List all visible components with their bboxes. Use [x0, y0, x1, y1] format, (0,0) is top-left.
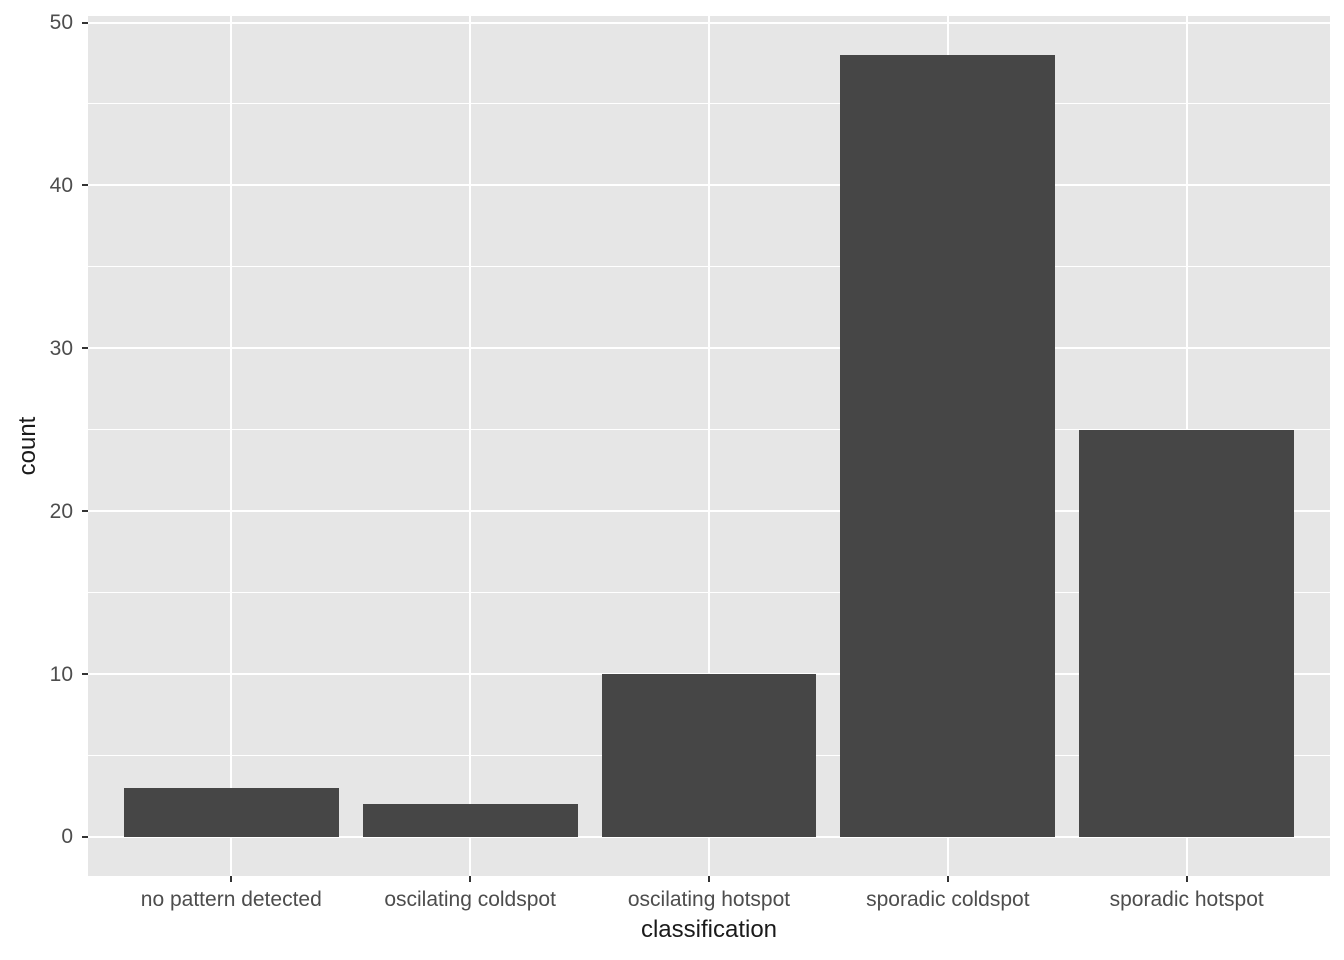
- bar-oscilating-coldspot: [362, 804, 578, 837]
- bar-sporadic-coldspot: [840, 55, 1056, 837]
- bar-oscilating-hotspot: [601, 674, 817, 837]
- y-axis-title: count: [14, 416, 41, 476]
- x-tick-label-0: no pattern detected: [140, 888, 322, 911]
- y-tick-label-0: 0: [61, 825, 73, 849]
- x-tick-mark-1: [469, 876, 472, 882]
- x-tick-label-1: oscilating coldspot: [384, 888, 556, 911]
- y-tick-mark-30: [82, 347, 88, 350]
- y-tick-label-30: 30: [49, 336, 73, 360]
- y-tick-label-10: 10: [49, 662, 73, 686]
- bar-sporadic-hotspot: [1079, 429, 1295, 837]
- y-tick-label-50: 50: [49, 11, 73, 34]
- y-tick-label-20: 20: [49, 499, 73, 523]
- x-tick-label-2: oscilating hotspot: [627, 888, 791, 911]
- x-tick-mark-4: [1185, 876, 1188, 882]
- y-tick-mark-20: [82, 510, 88, 513]
- x-tick-label-4: sporadic hotspot: [1109, 888, 1264, 911]
- y-tick-mark-0: [82, 835, 88, 838]
- x-tick-mark-0: [230, 876, 233, 882]
- y-tick-mark-10: [82, 673, 88, 676]
- x-tick-label-3: sporadic coldspot: [866, 888, 1030, 911]
- y-tick-label-40: 40: [49, 173, 73, 197]
- bar-no-pattern-detected: [123, 788, 339, 837]
- gridline-major-x-0: [230, 16, 233, 876]
- gridline-major-x-2: [708, 16, 710, 876]
- x-tick-mark-3: [946, 876, 949, 882]
- x-axis-title: classification: [640, 916, 778, 943]
- plot-panel: [88, 16, 1330, 876]
- y-tick-mark-50: [82, 21, 88, 24]
- x-tick-mark-2: [708, 876, 710, 882]
- y-tick-mark-40: [82, 184, 88, 187]
- gridline-major-x-1: [469, 16, 472, 876]
